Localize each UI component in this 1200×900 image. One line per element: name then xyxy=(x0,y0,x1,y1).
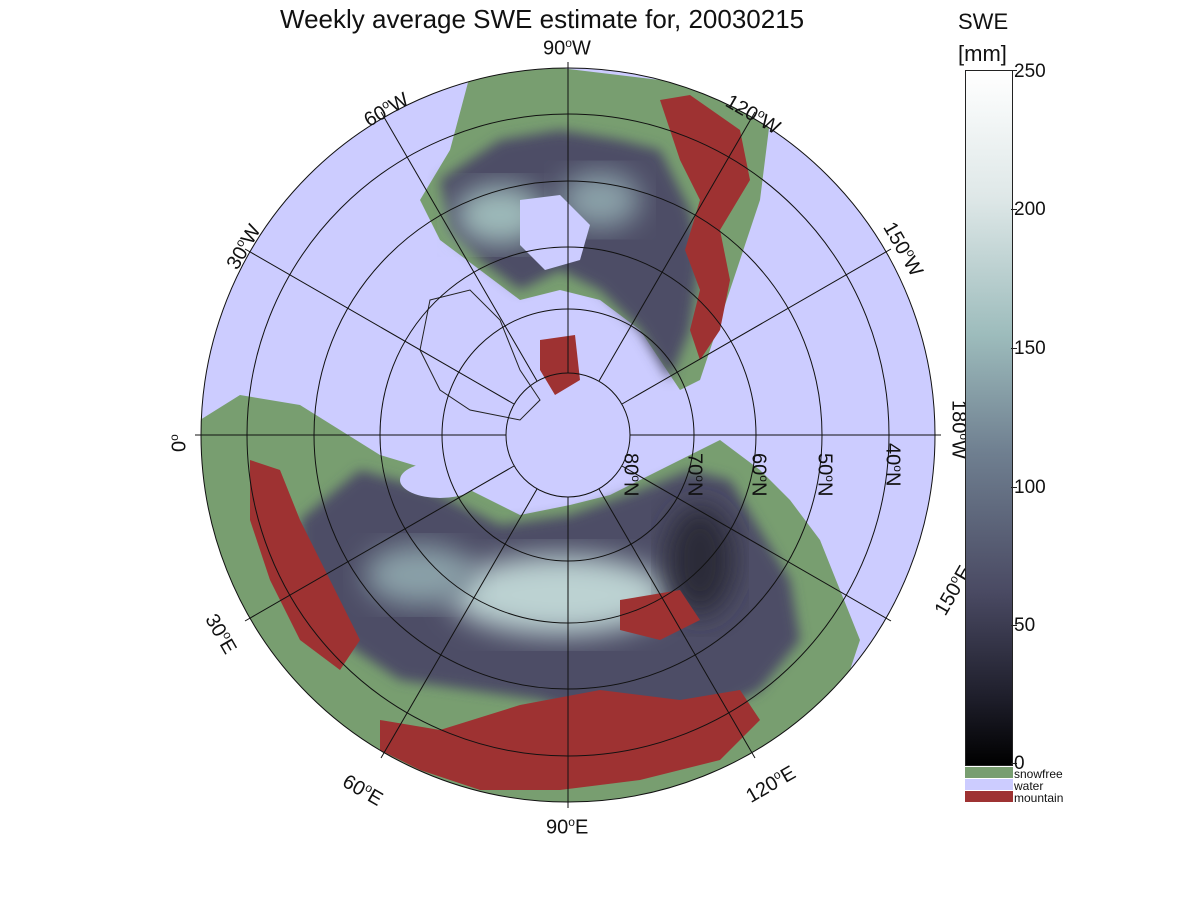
legend-label-snowfree: snowfree xyxy=(1014,767,1063,781)
colorbar-tick xyxy=(1011,70,1017,71)
colorbar-label-50: 50 xyxy=(1014,615,1036,636)
central-asia-mountains xyxy=(380,690,760,790)
lon-label-90e: 90oE xyxy=(546,815,589,839)
colorbar-tick xyxy=(1011,763,1017,764)
hudson-bay xyxy=(520,195,590,270)
eurasia-deep-snow xyxy=(450,555,670,635)
colorbar-title: SWE [mm] xyxy=(958,6,1008,70)
legend-swatch-snowfree xyxy=(965,767,1013,778)
graticule xyxy=(195,62,941,808)
lat-label-40n: 40oN xyxy=(881,443,905,487)
greenland-outline xyxy=(419,289,541,421)
colorbar-title-line2: [mm] xyxy=(958,40,1007,66)
colorbar-gradient xyxy=(965,70,1013,766)
colorbar-tick xyxy=(1011,209,1017,210)
colorbar-label-100: 100 xyxy=(1014,477,1046,498)
colorbar-tick xyxy=(1011,487,1017,488)
colorbar-label-200: 200 xyxy=(1014,199,1046,220)
lat-label-70n: 70oN xyxy=(683,453,707,497)
legend-swatch-mountain xyxy=(965,791,1013,802)
colorbar-title-line1: SWE xyxy=(958,9,1009,34)
colorbar-label-150: 150 xyxy=(1014,338,1046,359)
lat-label-50n: 50oN xyxy=(813,453,837,497)
colorbar-label-0: 0 xyxy=(1014,753,1025,774)
legend-label-mountain: mountain xyxy=(1014,791,1064,805)
lat-label-60n: 60oN xyxy=(747,453,771,497)
colorbar-tick xyxy=(1011,625,1017,626)
rocky-mountains xyxy=(660,95,750,360)
lon-label-0: 0o xyxy=(167,434,191,452)
legend-swatch-water xyxy=(965,779,1013,790)
legend-label-water: water xyxy=(1014,779,1044,793)
colorbar-tick xyxy=(1011,348,1017,349)
lon-label-90w: 90oW xyxy=(543,36,591,60)
map-title: Weekly average SWE estimate for, 2003021… xyxy=(280,4,805,34)
lat-label-80n: 80oN xyxy=(619,453,643,497)
colorbar-label-250: 250 xyxy=(1014,61,1046,82)
